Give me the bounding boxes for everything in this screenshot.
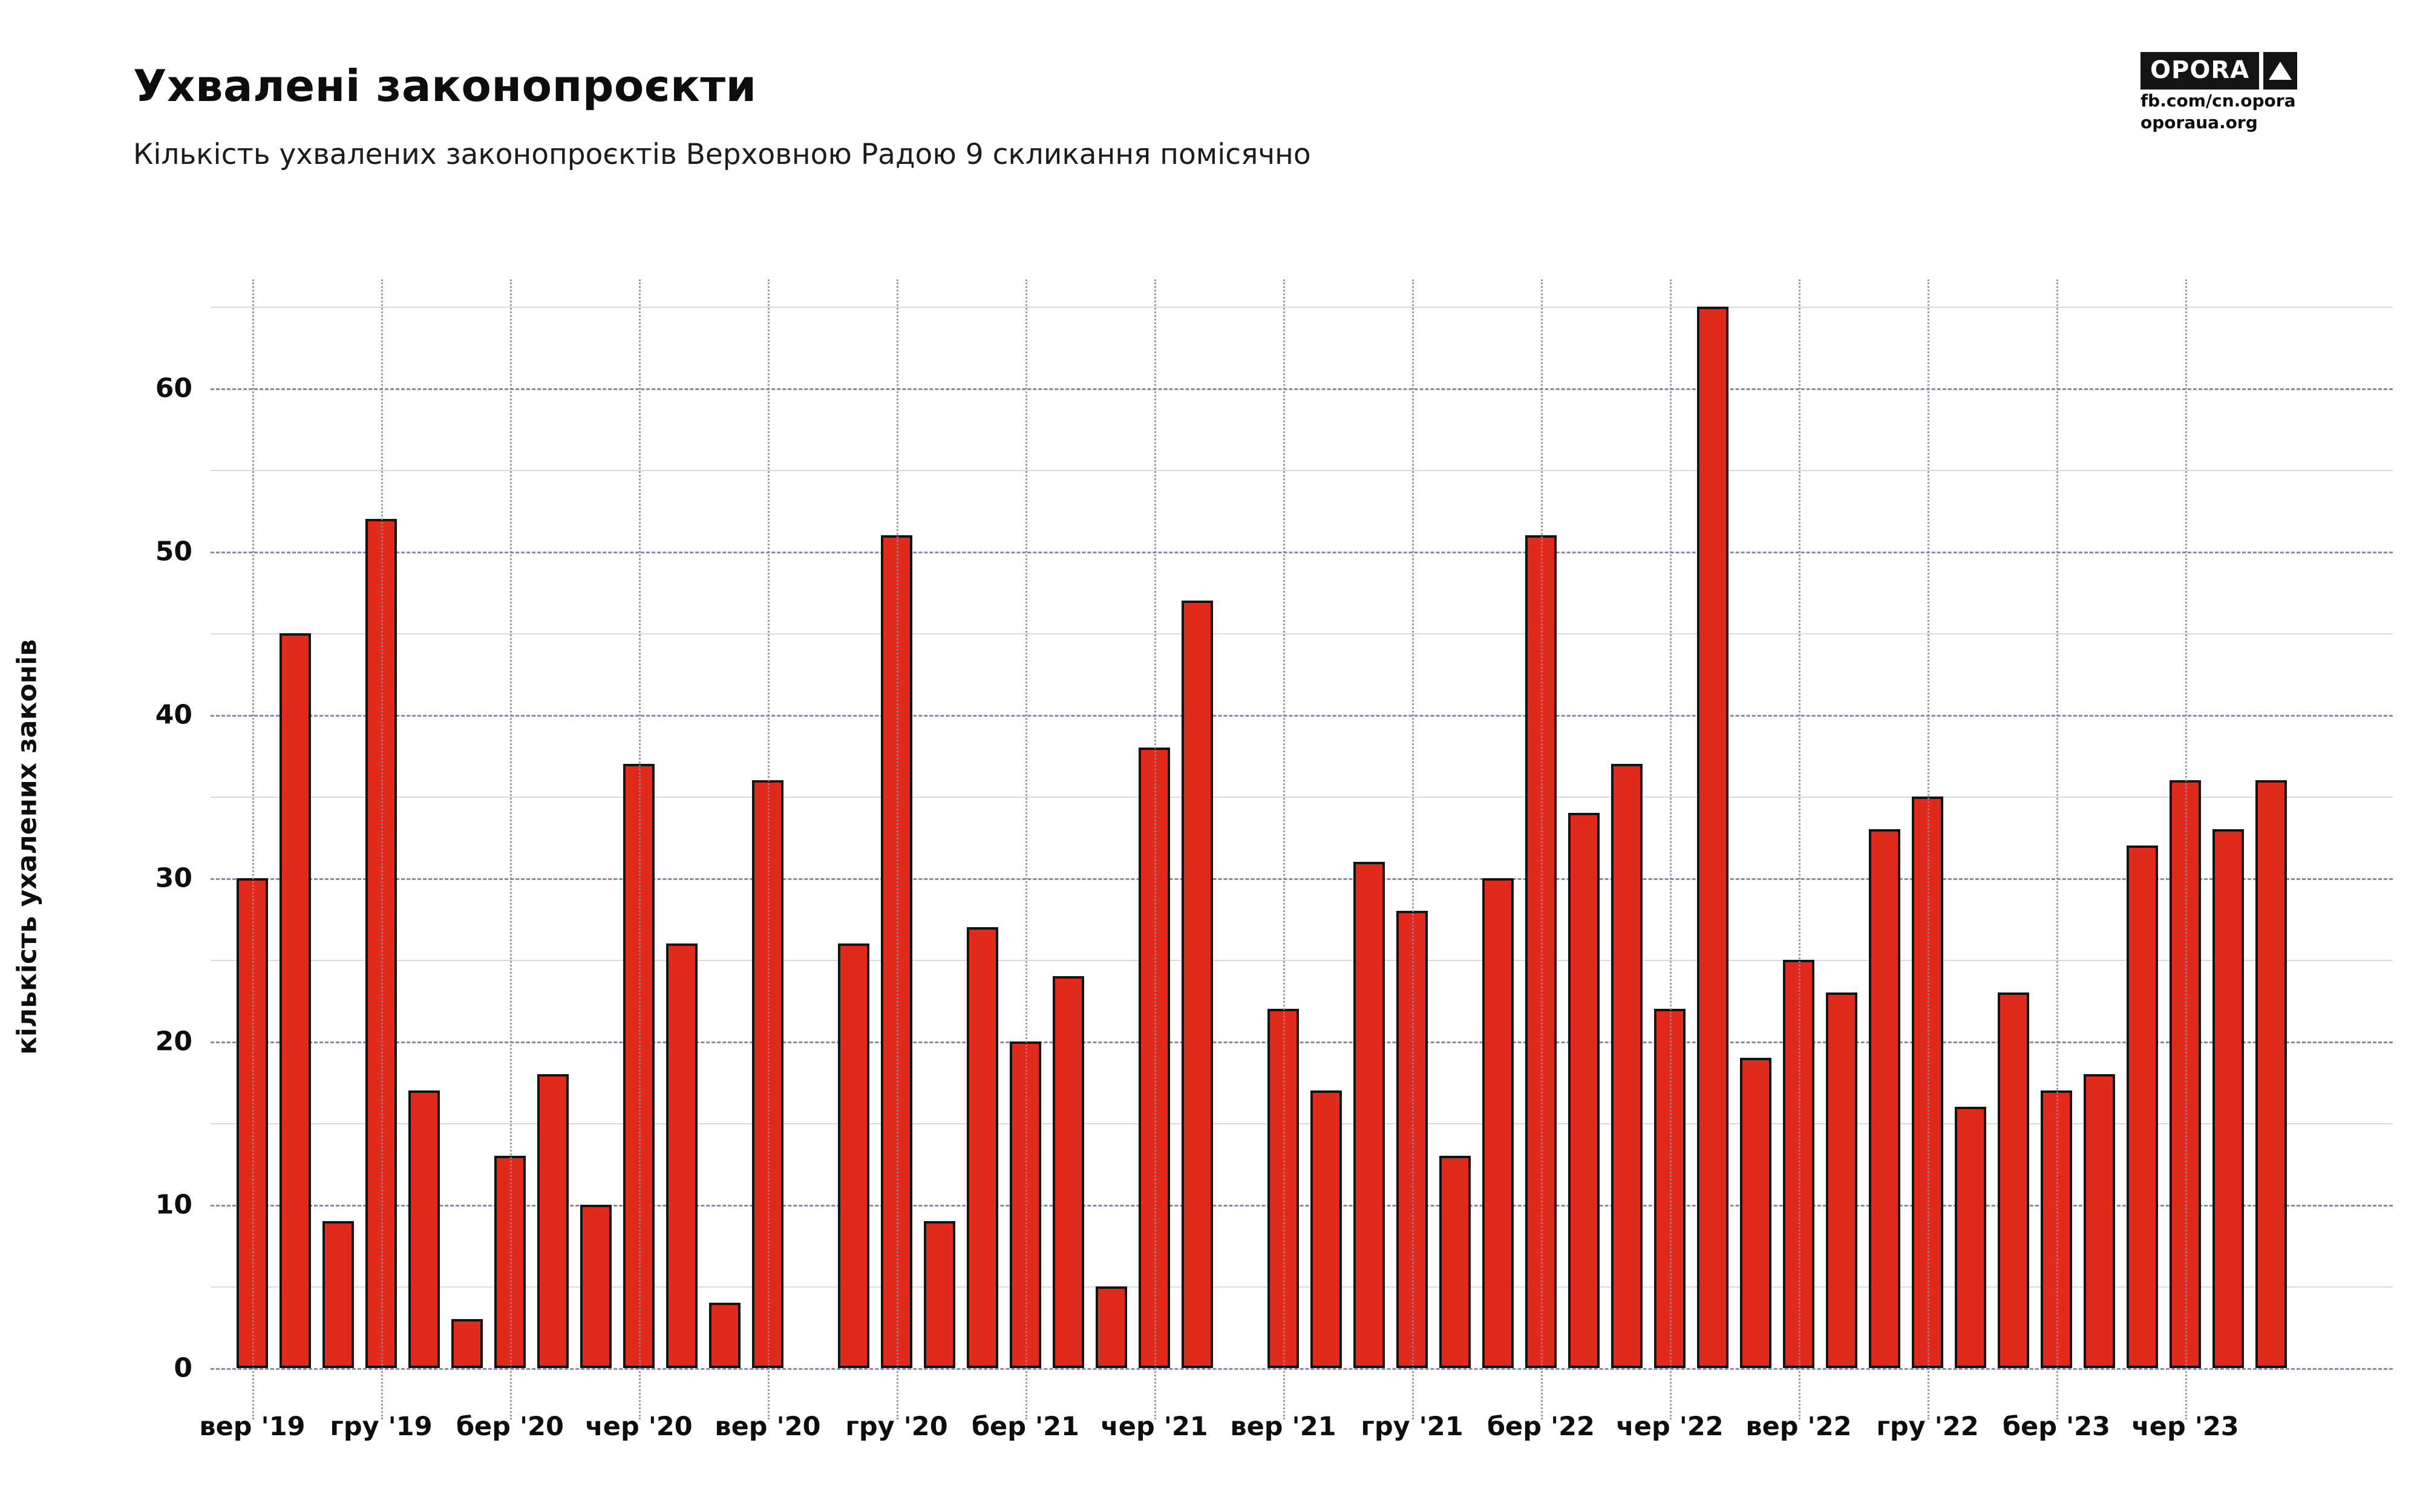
x-axis-tick-label: бер '20 bbox=[456, 1412, 564, 1442]
bar bbox=[967, 927, 998, 1368]
bar bbox=[1697, 307, 1728, 1368]
x-axis-tick-label: бер '21 bbox=[972, 1412, 1079, 1442]
x-axis-tick-label: чер '20 bbox=[585, 1412, 693, 1442]
x-tick-line bbox=[768, 279, 770, 1419]
bar bbox=[2084, 1074, 2115, 1368]
gridline-minor bbox=[211, 470, 2393, 471]
x-axis-tick-label: гру '20 bbox=[845, 1412, 948, 1442]
bar bbox=[451, 1319, 483, 1368]
gridline-minor bbox=[211, 633, 2393, 634]
bar bbox=[1053, 976, 1084, 1368]
triangle-icon bbox=[2269, 62, 2292, 80]
x-axis-tick-label: вер '19 bbox=[199, 1412, 306, 1442]
bar bbox=[1740, 1058, 1771, 1368]
bar bbox=[1310, 1090, 1342, 1368]
gridline-major bbox=[211, 715, 2393, 717]
gridline-major bbox=[211, 1368, 2393, 1370]
x-axis-tick-label: вер '20 bbox=[715, 1412, 821, 1442]
bar bbox=[709, 1303, 741, 1368]
x-tick-line bbox=[2056, 279, 2058, 1419]
bar bbox=[1353, 862, 1385, 1368]
gridline-minor bbox=[211, 307, 2393, 308]
x-axis-tick-label: чер '23 bbox=[2131, 1412, 2239, 1442]
logo-row: OPORA bbox=[2140, 52, 2298, 90]
bar bbox=[924, 1221, 955, 1368]
bar bbox=[1182, 601, 1213, 1368]
bar bbox=[838, 943, 869, 1368]
page-title: Ухвалені законопроєкти bbox=[133, 60, 757, 111]
opora-logo: OPORA bbox=[2140, 52, 2260, 90]
gridline-major bbox=[211, 1041, 2393, 1043]
bar bbox=[2212, 829, 2244, 1368]
gridline-minor bbox=[211, 960, 2393, 961]
bar bbox=[2127, 846, 2158, 1368]
bar bbox=[1869, 829, 1900, 1368]
bar bbox=[1998, 992, 2029, 1368]
x-axis-tick-label: вер '22 bbox=[1745, 1412, 1852, 1442]
x-tick-line bbox=[1154, 279, 1156, 1419]
bar bbox=[1955, 1107, 1986, 1368]
x-axis-tick-label: вер '21 bbox=[1230, 1412, 1336, 1442]
y-axis-title: кількість ухалених законів bbox=[11, 639, 43, 1055]
bar bbox=[666, 943, 698, 1368]
opora-triangle-icon bbox=[2263, 52, 2298, 90]
x-tick-line bbox=[1670, 279, 1672, 1419]
header: Ухвалені законопроєкти Кількість ухвален… bbox=[133, 60, 1311, 171]
x-axis-tick-label: гру '21 bbox=[1361, 1412, 1463, 1442]
logo-facebook-url: fb.com/cn.opora bbox=[2140, 91, 2296, 111]
bar bbox=[1826, 992, 1857, 1368]
bar bbox=[537, 1074, 569, 1368]
x-tick-line bbox=[1928, 279, 1929, 1419]
x-tick-line bbox=[252, 279, 254, 1419]
logo-block: OPORA fb.com/cn.opora oporaua.org bbox=[2140, 52, 2298, 133]
x-axis-tick-label: бер '23 bbox=[2003, 1412, 2110, 1442]
x-axis-tick-label: бер '22 bbox=[1487, 1412, 1595, 1442]
bar bbox=[580, 1205, 612, 1368]
x-tick-line bbox=[897, 279, 898, 1419]
bar bbox=[1482, 878, 1514, 1368]
bar bbox=[1611, 764, 1643, 1368]
y-axis-tick-label: 20 bbox=[155, 1026, 192, 1057]
bar bbox=[408, 1090, 440, 1368]
gridline-major bbox=[211, 388, 2393, 390]
y-axis-tick-label: 30 bbox=[155, 862, 192, 894]
y-axis-tick-label: 60 bbox=[155, 373, 192, 404]
gridline-major bbox=[211, 552, 2393, 553]
y-axis-tick-label: 50 bbox=[155, 536, 192, 567]
page-subtitle: Кількість ухвалених законопроєктів Верхо… bbox=[133, 138, 1311, 171]
y-axis-tick-label: 40 bbox=[155, 699, 192, 731]
x-tick-line bbox=[1412, 279, 1414, 1419]
gridline-minor bbox=[211, 797, 2393, 798]
bar bbox=[1439, 1156, 1471, 1368]
x-tick-line bbox=[381, 279, 383, 1419]
bar bbox=[2255, 780, 2287, 1368]
bar bbox=[280, 633, 311, 1368]
x-tick-line bbox=[1541, 279, 1543, 1419]
x-axis-tick-label: гру '22 bbox=[1876, 1412, 1979, 1442]
gridline-major bbox=[211, 1205, 2393, 1207]
x-tick-line bbox=[1025, 279, 1027, 1419]
x-tick-line bbox=[639, 279, 641, 1419]
y-axis-tick-label: 10 bbox=[155, 1189, 192, 1220]
x-axis-tick-label: чер '22 bbox=[1616, 1412, 1724, 1442]
gridline-minor bbox=[211, 1123, 2393, 1124]
x-axis-tick-label: гру '19 bbox=[330, 1412, 433, 1442]
gridline-major bbox=[211, 878, 2393, 880]
y-axis-tick-label: 0 bbox=[174, 1352, 192, 1384]
x-axis-tick-label: чер '21 bbox=[1100, 1412, 1208, 1442]
x-tick-line bbox=[510, 279, 512, 1419]
x-tick-line bbox=[2185, 279, 2187, 1419]
gridline-minor bbox=[211, 1286, 2393, 1288]
logo-site-url: oporaua.org bbox=[2140, 112, 2258, 133]
x-tick-line bbox=[1283, 279, 1285, 1419]
bar bbox=[1096, 1286, 1127, 1368]
bar bbox=[322, 1221, 354, 1368]
bar bbox=[1568, 813, 1600, 1368]
x-tick-line bbox=[1799, 279, 1800, 1419]
